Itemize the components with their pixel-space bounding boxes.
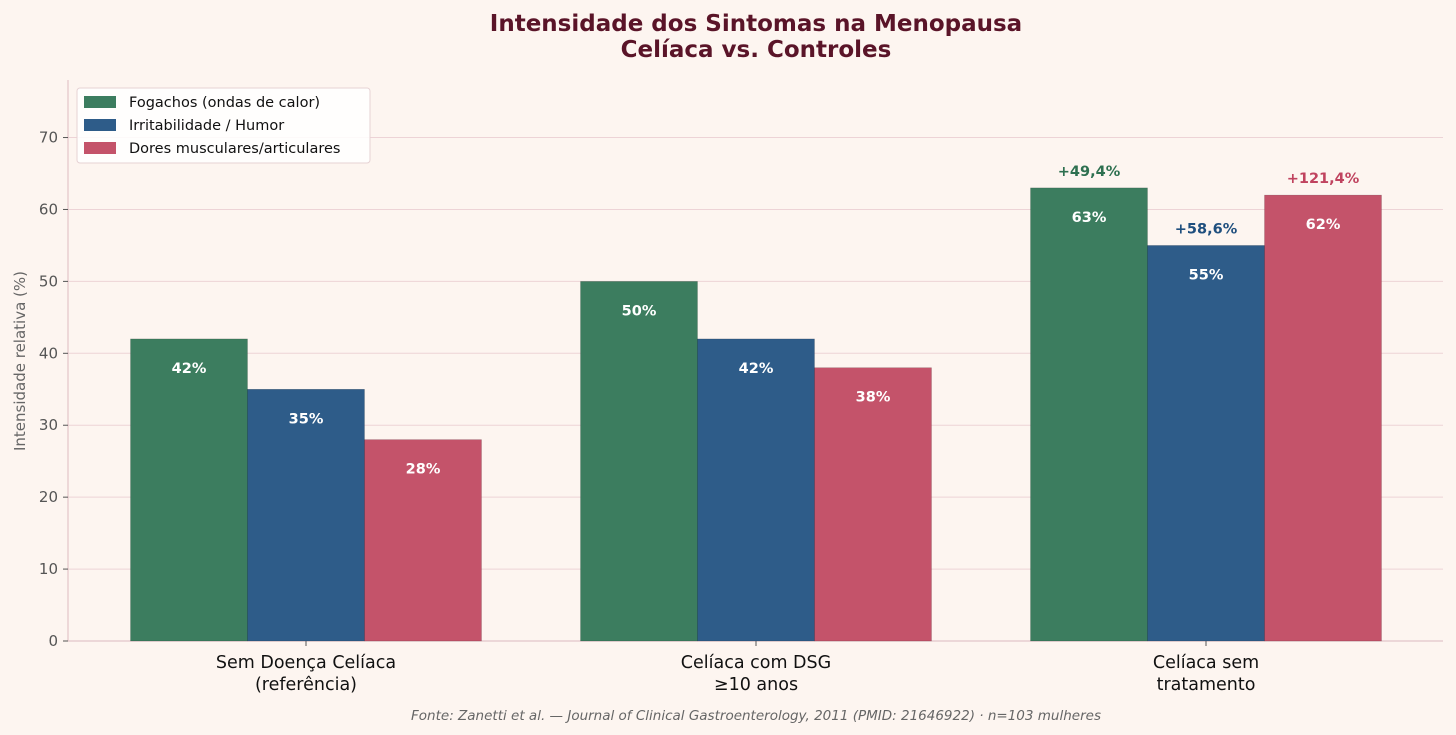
y-tick-label: 20 xyxy=(39,488,58,506)
source-note: Fonte: Zanetti et al. — Journal of Clini… xyxy=(411,708,1101,724)
bar-increase-annotation: +49,4% xyxy=(1058,164,1121,180)
chart-title-line-2: Celíaca vs. Controles xyxy=(621,37,892,63)
bar-value-label: 42% xyxy=(172,361,207,377)
bar-increase-annotation: +121,4% xyxy=(1287,171,1360,187)
bar xyxy=(364,439,482,642)
x-category-label: Celíaca com DSG xyxy=(681,653,831,673)
bar-value-label: 28% xyxy=(406,462,441,478)
bar xyxy=(1147,245,1265,642)
legend-box xyxy=(76,87,371,164)
legend: Fogachos (ondas de calor) Irritabilidade … xyxy=(76,87,371,164)
legend-entry-label: Irritabilidade / Humor xyxy=(129,118,284,134)
y-tick-label: 30 xyxy=(39,416,58,434)
y-axis-ticks: 0 10 20 30 40 50 60 70 xyxy=(39,129,68,650)
bars: 42% 35% 28% 50% 42% 38% 63% +49,4% 55% +58,6% 62% +… xyxy=(130,164,1382,642)
y-axis-label: Intensidade relativa (%) xyxy=(11,271,29,451)
legend-swatch xyxy=(84,119,116,131)
x-axis-categories: Sem Doença Celíaca(referência) Celíaca co… xyxy=(216,641,1259,695)
y-tick-label: 60 xyxy=(39,200,58,218)
bar xyxy=(1030,187,1148,642)
bar-value-label: 63% xyxy=(1072,210,1107,226)
bar xyxy=(814,367,932,642)
bar xyxy=(1264,194,1382,642)
legend-swatch xyxy=(84,142,116,154)
legend-entry-label: Fogachos (ondas de calor) xyxy=(129,95,320,111)
y-tick-label: 50 xyxy=(39,272,58,290)
bar xyxy=(130,338,248,642)
y-tick-label: 10 xyxy=(39,560,58,578)
y-tick-label: 70 xyxy=(39,129,58,147)
legend-entry-label: Dores musculares/articulares xyxy=(129,141,340,157)
bar xyxy=(247,389,365,642)
bar xyxy=(580,281,698,642)
x-category-label: (referência) xyxy=(255,675,357,695)
bar-value-label: 55% xyxy=(1189,267,1224,283)
bar xyxy=(697,338,815,642)
bar-value-label: 38% xyxy=(856,390,891,406)
bar-value-label: 50% xyxy=(622,303,657,319)
bar-increase-annotation: +58,6% xyxy=(1175,221,1238,237)
x-category-label: ≥10 anos xyxy=(714,675,798,695)
y-tick-label: 40 xyxy=(39,344,58,362)
x-category-label: tratamento xyxy=(1157,675,1256,695)
y-tick-label: 0 xyxy=(48,632,58,650)
bar-value-label: 35% xyxy=(289,411,324,427)
chart-title-line-1: Intensidade dos Sintomas na Menopausa xyxy=(490,11,1022,37)
x-category-label: Celíaca sem xyxy=(1153,653,1259,673)
legend-swatch xyxy=(84,96,116,108)
bar-value-label: 42% xyxy=(739,361,774,377)
bar-value-label: 62% xyxy=(1306,217,1341,233)
x-category-label: Sem Doença Celíaca xyxy=(216,653,396,673)
